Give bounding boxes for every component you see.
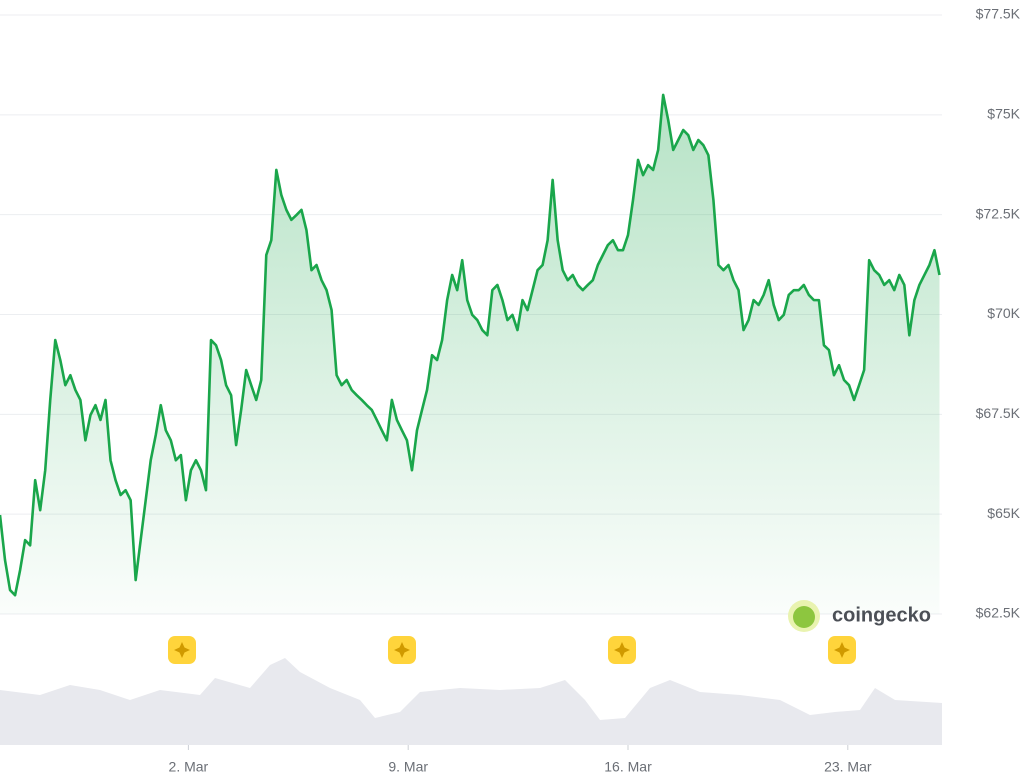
y-tick-label: $62.5K [976, 605, 1021, 621]
x-tick-label: 16. Mar [604, 759, 652, 775]
event-markers [168, 636, 856, 664]
price-line [0, 93, 941, 597]
event-marker [168, 636, 196, 664]
y-tick-label: $75K [987, 106, 1020, 122]
y-tick-label: $65K [987, 505, 1020, 521]
event-marker [828, 636, 856, 664]
volume-area [0, 658, 942, 745]
y-tick-label: $77.5K [976, 6, 1021, 22]
y-tick-label: $72.5K [976, 205, 1021, 221]
x-tick-label: 9. Mar [388, 759, 428, 775]
watermark: coingecko [788, 600, 931, 632]
event-marker [608, 636, 636, 664]
plot [0, 93, 941, 615]
logo [793, 606, 815, 628]
x-tick-label: 23. Mar [824, 759, 872, 775]
event-marker [388, 636, 416, 664]
watermark-text: coingecko [832, 604, 931, 626]
price-area [0, 94, 940, 615]
y-tick-label: $70K [987, 305, 1020, 321]
x-tick-label: 2. Mar [169, 759, 209, 775]
y-tick-label: $67.5K [976, 405, 1021, 421]
